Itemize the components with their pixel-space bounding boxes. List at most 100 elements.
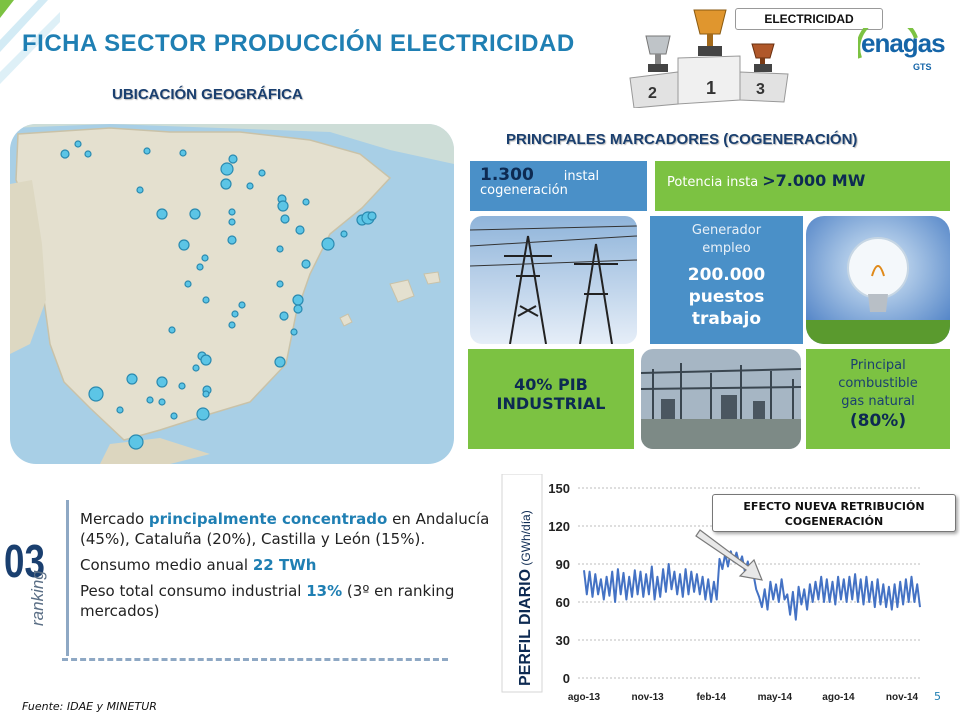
plant-dot (295, 225, 305, 235)
ylabel-box (501, 474, 543, 693)
plant-dot (280, 214, 290, 224)
callout-line-1: EFECTO NUEVA RETRIBUCIÓN (743, 500, 925, 513)
plant-dot (302, 198, 310, 206)
ranking-bullets: Mercado principalmente concentrado en An… (80, 509, 510, 627)
x-tick-label: nov-14 (886, 692, 919, 703)
gdp-tile: 40% PIB INDUSTRIAL (468, 349, 634, 449)
ranking-divider (66, 500, 69, 656)
bullet-text: Peso total consumo industrial (80, 582, 307, 600)
plant-dot (88, 386, 104, 402)
y-tick-label: 30 (556, 633, 570, 648)
installations-rest: cogeneración (480, 183, 568, 198)
plant-dot (274, 356, 286, 368)
balearic-island-2 (423, 271, 441, 285)
plant-dot (227, 235, 237, 245)
bullet-text: Consumo medio anual (80, 556, 253, 574)
y-tick-label: 120 (548, 519, 570, 534)
plant-dot (189, 208, 201, 220)
enagas-logo-sub: GTS (913, 62, 932, 72)
x-tick-label: feb-14 (696, 692, 726, 703)
fuel-value: (80%) (849, 411, 907, 431)
podium-rank-3: 3 (756, 81, 765, 98)
france-landmass (10, 124, 454, 164)
africa-landmass (100, 438, 210, 464)
spain-map (10, 124, 454, 464)
plant-dot (292, 294, 304, 306)
plant-dot (228, 154, 238, 164)
fuel-line-1: Principal (850, 358, 906, 373)
power-towers-photo (470, 216, 637, 344)
plant-dot (301, 259, 311, 269)
plant-dot (178, 239, 190, 251)
plant-dot (277, 200, 289, 212)
plant-dot (84, 150, 92, 158)
plant-dot (228, 321, 236, 329)
y-tick-label: 150 (548, 481, 570, 496)
effect-arrow-icon (695, 529, 763, 581)
substation-photo (641, 349, 801, 449)
ranking-label: ranking (28, 570, 47, 626)
balearic-island-1 (389, 279, 415, 303)
plant-dot (228, 208, 236, 216)
gold-trophy-icon (693, 9, 727, 56)
employment-value-1: 200.000 (687, 265, 766, 285)
page-title: FICHA SECTOR PRODUCCIÓN ELECTRICIDAD (22, 30, 575, 57)
plant-dot (136, 186, 144, 194)
x-tick-label: nov-13 (631, 692, 664, 703)
plant-dot (228, 218, 236, 226)
plant-dot (220, 162, 234, 176)
bullet-text: Mercado (80, 510, 149, 528)
installations-tile: 1.300 instal cogeneración (470, 161, 647, 211)
plant-dot (196, 263, 204, 271)
employment-label-2: empleo (702, 241, 751, 256)
employment-value-3: trabajo (691, 309, 762, 329)
plant-dot (276, 280, 284, 288)
x-tick-label: ago-13 (568, 692, 601, 703)
employment-label-1: Generador (691, 223, 762, 238)
balearic-island-3 (339, 313, 353, 327)
y-tick-label: 0 (563, 671, 570, 686)
plant-dot (60, 149, 70, 159)
installation-markers (60, 140, 377, 450)
plant-dot (201, 254, 209, 262)
installations-value: 1.300 (480, 165, 534, 185)
enagas-logo-text: enagas (861, 28, 946, 58)
page-number: 5 (934, 690, 941, 703)
plant-dot (367, 211, 377, 221)
plant-dot (128, 434, 144, 450)
plant-dot (143, 147, 151, 155)
power-tile: Potencia insta >7.000 MW (655, 161, 950, 211)
markers-section-title: PRINCIPALES MARCADORES (COGENERACIÓN) (506, 131, 858, 148)
plant-dot (156, 376, 168, 388)
light-bulb-photo (806, 216, 950, 344)
plant-dot (202, 296, 210, 304)
podium-rank-2: 2 (648, 85, 657, 102)
source-note: Fuente: IDAE y MINETUR (22, 700, 157, 713)
plant-dot (246, 182, 254, 190)
y-axis-label-unit: (GWh/día) (519, 510, 533, 569)
bullet-highlight: 13% (306, 582, 343, 600)
plant-dot (178, 382, 186, 390)
gdp-line-2: INDUSTRIAL (496, 394, 606, 413)
plant-dot (196, 407, 210, 421)
power-label: Potencia insta (667, 175, 759, 190)
fuel-line-3: gas natural (841, 394, 915, 409)
plant-dot (276, 245, 284, 253)
bullet-highlight: 22 TWh (252, 556, 317, 574)
bronze-trophy-icon (751, 43, 775, 72)
employment-value-2: puestos (688, 287, 765, 307)
dashed-divider (62, 658, 448, 661)
electricity-badge: ELECTRICIDAD (735, 8, 883, 30)
y-axis-label: PERFIL DIARIO (GWh/día) (517, 510, 534, 686)
bullet-text: (3º en ranking mercados) (80, 582, 455, 620)
enagas-logo (858, 28, 918, 59)
bullet-consumption: Consumo medio anual 22 TWh (80, 555, 510, 575)
plant-dot (238, 301, 246, 309)
map-section-title: UBICACIÓN GEOGRÁFICA (112, 86, 303, 103)
plant-dot (146, 396, 154, 404)
plant-dot (293, 304, 303, 314)
y-tick-label: 60 (556, 595, 570, 610)
plant-dot (126, 373, 138, 385)
podium-trophies-illustration: 2 1 3 (629, 9, 789, 108)
plant-dot (158, 398, 166, 406)
